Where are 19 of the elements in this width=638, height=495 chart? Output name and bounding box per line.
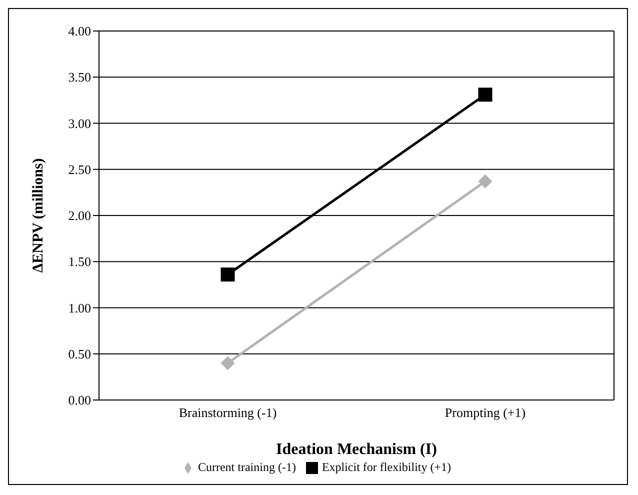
y-tick-label: 4.00 [68, 24, 91, 39]
y-tick-label: 2.50 [68, 162, 91, 177]
y-tick-label: 0.00 [68, 392, 91, 408]
y-tick-label: 3.00 [68, 116, 91, 131]
y-tick-label: 0.50 [68, 346, 91, 362]
y-axis-title: ΔENPV (millions) [30, 158, 46, 273]
point [220, 356, 235, 370]
x-tick-label: Prompting (+1) [444, 405, 526, 420]
x-axis-title: Ideation Mechanism (I) [276, 441, 437, 458]
point [478, 174, 492, 188]
point [220, 268, 235, 282]
y-tick-label: 1.50 [68, 254, 91, 270]
y-tick-label: 1.00 [68, 300, 91, 316]
x-tick-label: Brainstorming (-1) [178, 405, 277, 420]
y-tick-label: 3.50 [68, 70, 91, 85]
legend-label: Current training (-1) [198, 460, 296, 474]
y-tick-label: 2.00 [68, 208, 91, 224]
legend-label: Explicit for flexibility (+1) [322, 460, 452, 474]
point [478, 88, 492, 102]
